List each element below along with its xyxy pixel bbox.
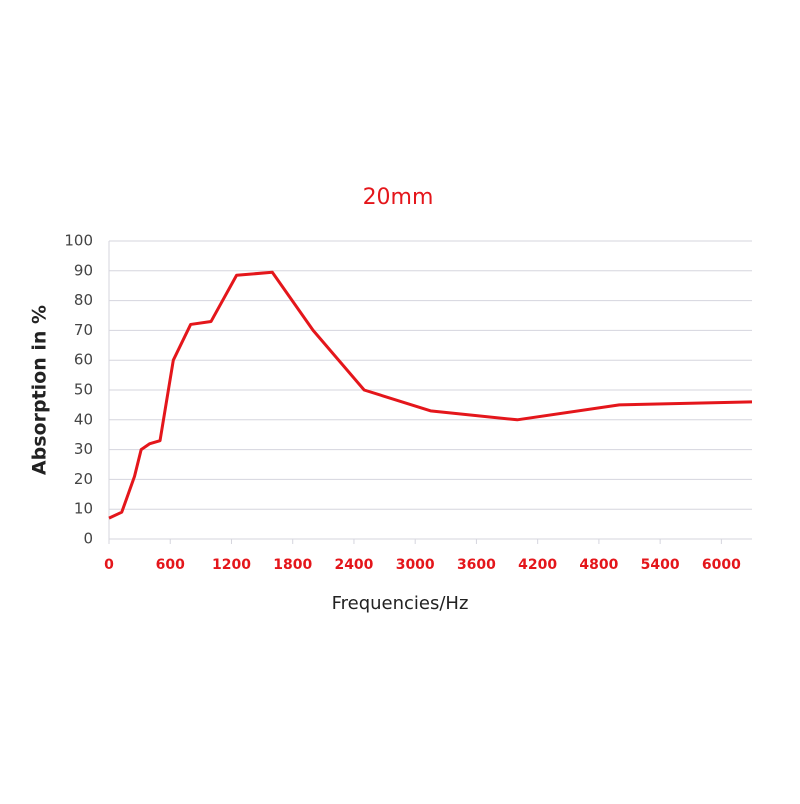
y-tick-label: 70: [74, 321, 93, 339]
y-tick-label: 0: [83, 530, 93, 548]
chart-title: 20mm: [363, 185, 434, 210]
x-tick-label: 4800: [579, 557, 618, 573]
data-line: [108, 270, 753, 520]
y-tick-label: 20: [74, 470, 93, 488]
y-tick-label: 90: [74, 261, 93, 279]
y-tick-label: 60: [74, 351, 93, 369]
y-axis-label: Absorption in %: [29, 305, 51, 475]
x-tick-label: 0: [104, 557, 114, 573]
x-tick-label: 1800: [273, 557, 312, 573]
x-tick-label: 600: [156, 557, 185, 573]
y-tick-label: 100: [64, 232, 93, 250]
y-tick-label: 50: [74, 381, 93, 399]
x-tick-label: 6000: [702, 557, 741, 573]
x-tick-label: 3600: [457, 557, 496, 573]
x-tick-label: 4200: [518, 557, 557, 573]
y-tick-label: 30: [74, 440, 93, 458]
y-tick-label: 10: [74, 500, 93, 518]
x-axis-label: Frequencies/Hz: [332, 593, 469, 614]
x-tick-label: 1200: [212, 557, 251, 573]
y-tick-label: 80: [74, 291, 93, 309]
x-tick-label: 2400: [334, 557, 373, 573]
x-tick-label: 3000: [396, 557, 435, 573]
x-tick-label: 5400: [641, 557, 680, 573]
y-tick-label: 40: [74, 410, 93, 428]
